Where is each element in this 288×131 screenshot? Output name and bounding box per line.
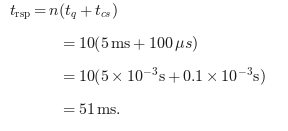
Text: $= 51\,{\rm ms}.$: $= 51\,{\rm ms}.$	[60, 101, 122, 118]
Text: $= 10(5\,{\rm ms} + 100\,\mu s)$: $= 10(5\,{\rm ms} + 100\,\mu s)$	[60, 34, 199, 54]
Text: $= 10(5 \times 10^{-3}{\rm s} + 0.1 \times 10^{-3}{\rm s})$: $= 10(5 \times 10^{-3}{\rm s} + 0.1 \tim…	[60, 65, 266, 88]
Text: $t_{\rm rsp} = n(t_q + t_{cs})$: $t_{\rm rsp} = n(t_q + t_{cs})$	[9, 2, 118, 22]
